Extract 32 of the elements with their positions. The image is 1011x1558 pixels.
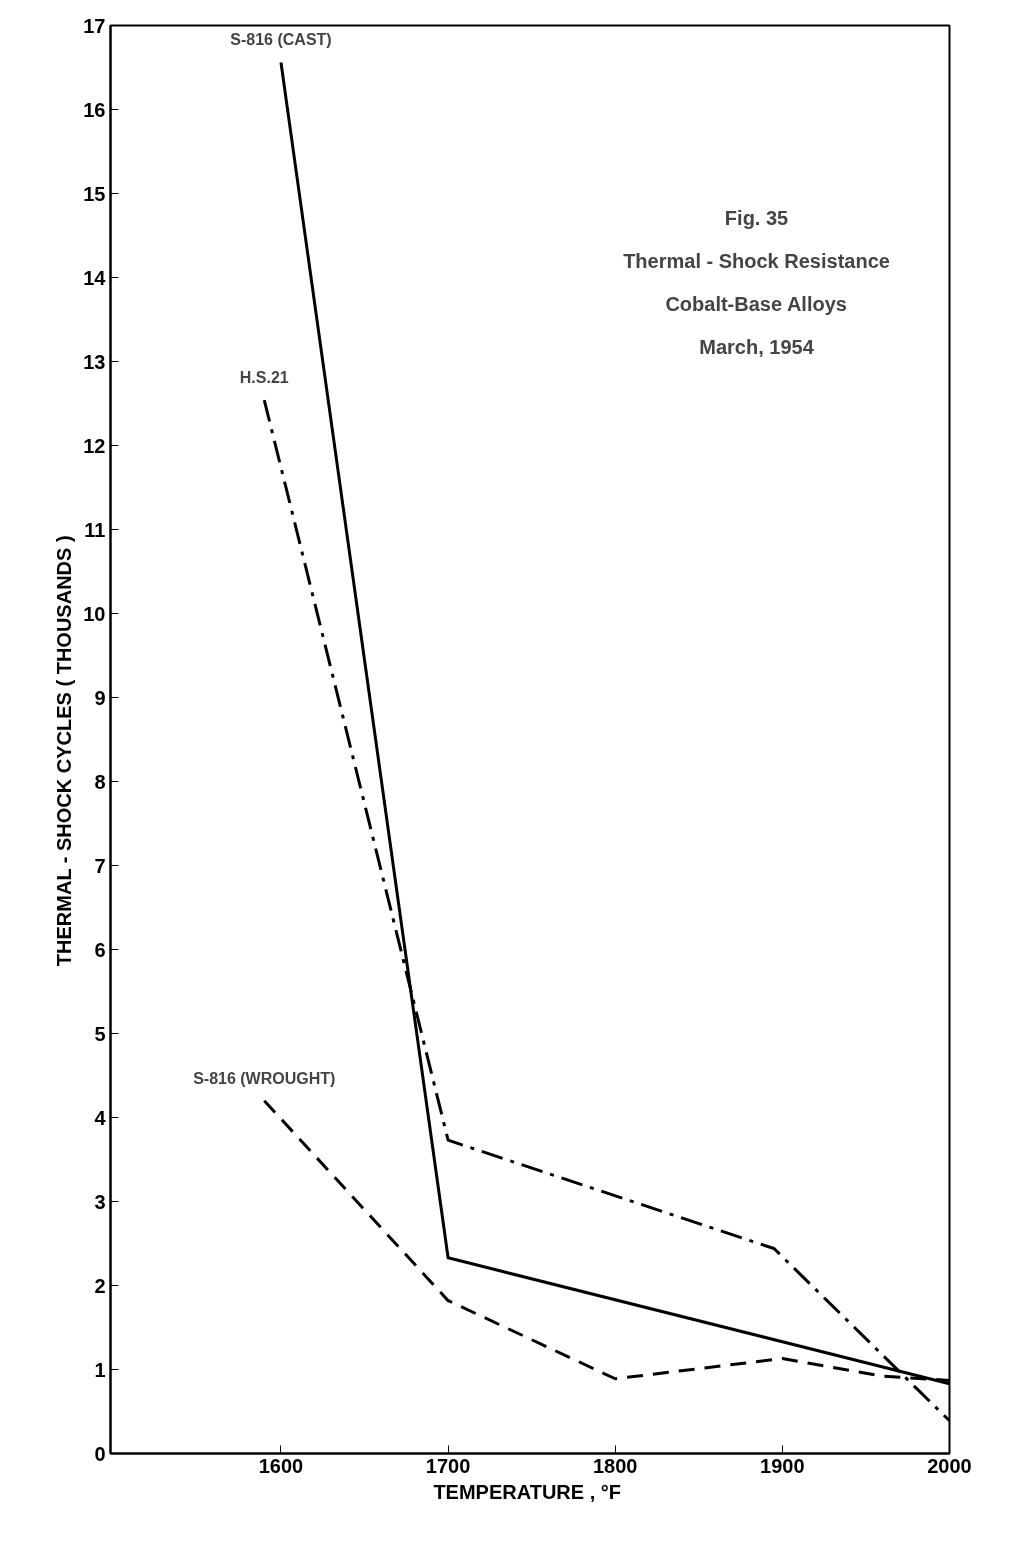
y-tick-label: 16 (83, 98, 106, 121)
annotation: Cobalt-Base Alloys (665, 292, 847, 315)
y-tick-label: 1 (94, 1358, 106, 1381)
y-tick-label: 11 (84, 518, 106, 541)
y-tick-label: 4 (94, 1106, 107, 1129)
y-tick-label: 3 (94, 1190, 106, 1213)
y-tick-label: 7 (94, 854, 106, 877)
y-tick-label: 6 (94, 938, 106, 961)
series-label: S-816 (WROUGHT) (193, 1069, 336, 1087)
y-tick-label: 12 (83, 434, 106, 457)
y-tick-label: 9 (94, 686, 106, 709)
series-label: S-816 (CAST) (230, 31, 332, 49)
x-tick-label: 2000 (927, 1454, 972, 1477)
x-tick-label: 1900 (760, 1454, 805, 1477)
x-tick-label: 1600 (258, 1454, 304, 1477)
text: Fig. 35 (724, 207, 789, 230)
y-tick-label: 5 (94, 1022, 106, 1045)
y-axis-title: THERMAL - SHOCK CYCLES ( THOUSANDS ) (53, 535, 76, 967)
y-tick-label: 17 (83, 14, 106, 37)
y-tick-label: 10 (83, 602, 106, 625)
y-tick-label: 2 (94, 1274, 106, 1297)
series-label: H.S.21 (239, 369, 289, 387)
annotation: March, 1954 (699, 335, 815, 358)
x-axis-title: TEMPERATURE , °F (433, 1480, 622, 1503)
y-tick-label: 15 (83, 182, 106, 205)
x-tick-label: 1700 (425, 1454, 471, 1477)
y-tick-label: 13 (83, 350, 106, 373)
y-tick-label: 0 (94, 1442, 106, 1465)
annotation: Thermal - Shock Resistance (623, 250, 890, 273)
x-tick-label: 1800 (592, 1454, 638, 1477)
y-tick-label: 8 (94, 770, 106, 793)
y-tick-label: 14 (83, 266, 107, 289)
